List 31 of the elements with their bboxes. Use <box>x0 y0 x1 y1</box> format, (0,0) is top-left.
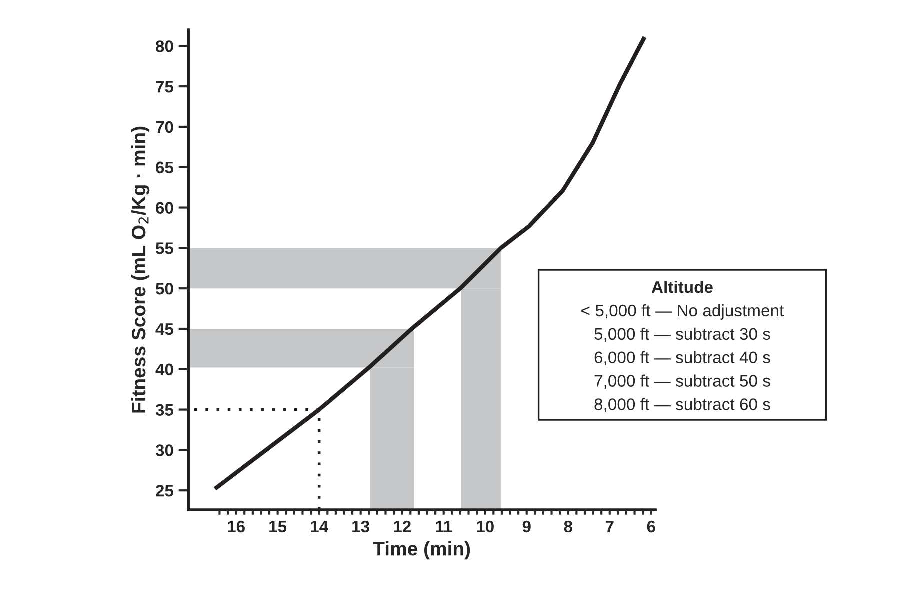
annotation: 7,000 ft — subtract 50 s <box>594 374 770 389</box>
y-tick-label: 35 <box>156 404 174 416</box>
annotation: 5,000 ft — subtract 30 s <box>594 328 770 342</box>
x-tick-label: 7 <box>606 521 614 532</box>
x-tick-label: 12 <box>394 520 411 532</box>
x-tick-label: 15 <box>270 521 287 533</box>
y-axis-title: Fitness Score (mL O$_{2}$/Kg · min) <box>131 126 150 413</box>
y-tick-label: 50 <box>156 282 174 295</box>
x-tick-label: 11 <box>436 521 452 532</box>
y-tick-label: 55 <box>156 242 174 254</box>
x-tick-label: 13 <box>352 520 370 533</box>
y-tick-label: 40 <box>156 364 174 376</box>
y-tick-label: 25 <box>156 485 174 497</box>
y-tick-label: 75 <box>156 81 174 93</box>
annotation: < 5,000 ft — No adjustment <box>582 304 784 320</box>
x-axis-title: Time (min) <box>373 542 470 560</box>
y-tick-label: 45 <box>156 324 174 336</box>
x-tick-label: 9 <box>522 520 531 533</box>
y-tick-label: 30 <box>156 444 174 456</box>
x-tick-label: 14 <box>311 521 329 532</box>
x-tick-label: 16 <box>228 520 245 533</box>
y-tick-label: 60 <box>156 202 174 214</box>
x-tick-label: 6 <box>647 520 656 533</box>
x-tick-label: 8 <box>564 520 572 533</box>
annotation: 6,000 ft — subtract 40 s <box>594 351 770 366</box>
y-tick-label: 65 <box>156 162 174 174</box>
y-tick-label: 70 <box>156 121 174 134</box>
annotation: Altitude <box>652 280 713 294</box>
annotation: 8,000 ft — subtract 60 s <box>594 398 770 412</box>
y-tick-label: 80 <box>156 40 174 52</box>
x-tick-label: 10 <box>477 520 494 533</box>
